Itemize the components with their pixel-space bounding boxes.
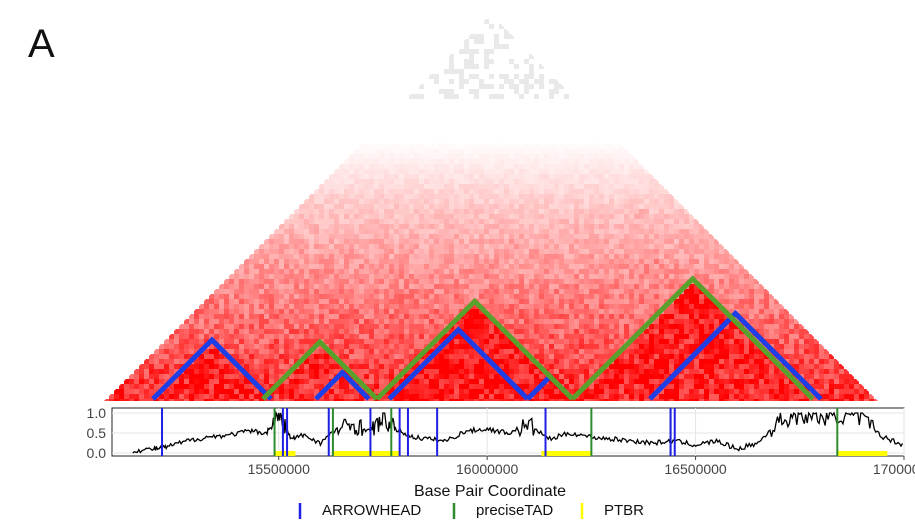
tad-triangle-precisetad-6 [375,297,575,401]
signal-line [132,410,904,454]
track-panel [111,407,905,457]
legend-label-arrowhead: ARROWHEAD [322,502,421,519]
x-axis: 15500000 16000000 16500000 17000000 Base Pai… [248,456,915,500]
tad-triangle-arrowhead-0 [151,336,273,401]
tad-triangle-arrowhead-1 [314,368,371,401]
x-tick-label: 16000000 [456,461,519,477]
x-tick-label: 15500000 [248,461,311,477]
panel-label: A [28,22,55,66]
x-axis-title: Base Pair Coordinate [414,483,566,500]
tad-triangles [151,275,823,401]
x-tick-label: 17000000 [873,461,915,477]
legend: ARROWHEAD preciseTAD PTBR [298,502,644,519]
legend-label-precisetad: preciseTAD [476,502,553,519]
x-tick-label: 16500000 [664,461,727,477]
ptbr-range-1 [332,451,400,456]
tad-triangle-arrowhead-2 [387,326,530,401]
y-tick-label: 1.0 [87,405,107,421]
tad-triangle-precisetad-5 [261,338,379,401]
ptbr-range-2 [541,451,592,456]
y-tick-label: 0.5 [87,425,107,441]
tad-triangle-arrowhead-4 [648,309,823,401]
boundary-track: 0.0 0.5 1.0 [87,405,905,461]
tad-triangle-precisetad-7 [570,275,815,401]
y-tick-label: 0.0 [87,445,107,461]
legend-label-ptbr: PTBR [604,502,644,519]
ptbr-range-0 [274,451,296,456]
ptbr-range-3 [837,451,888,456]
